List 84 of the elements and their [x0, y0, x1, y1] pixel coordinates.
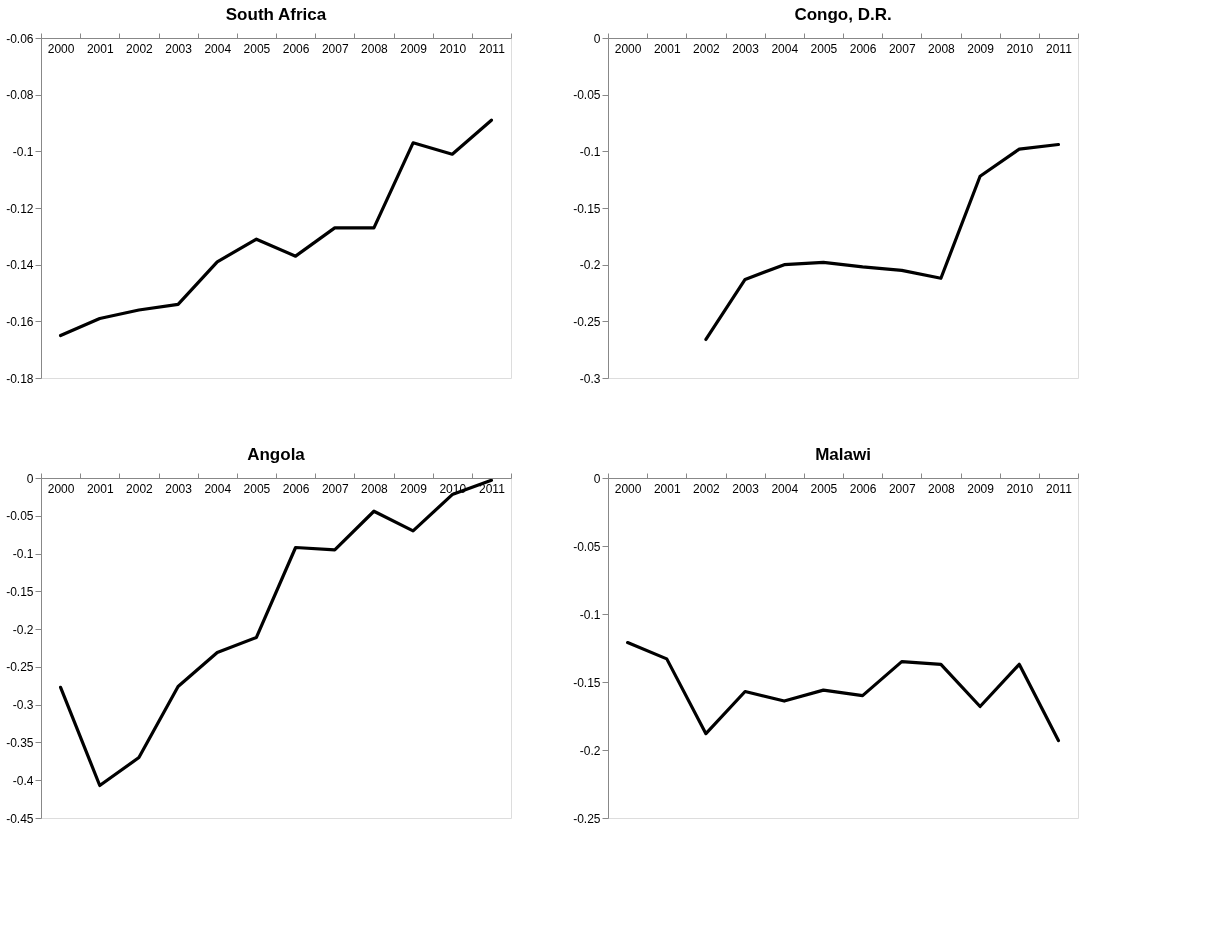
- x-tick-label: 2007: [321, 41, 349, 56]
- x-tick-label: 2005: [243, 481, 271, 496]
- chart-title: Congo, D.R.: [794, 5, 892, 24]
- x-tick-label: 2010: [1006, 481, 1034, 496]
- x-tick-label: 2009: [400, 41, 428, 56]
- x-tick-label: 2001: [86, 481, 114, 496]
- x-tick-label: 2006: [849, 481, 877, 496]
- y-tick-label: -0.3: [579, 371, 601, 386]
- x-tick-label: 2007: [888, 41, 916, 56]
- x-tick-label: 2009: [967, 481, 995, 496]
- x-tick-label: 2004: [771, 41, 799, 56]
- x-tick-label: 2009: [400, 481, 428, 496]
- y-tick-label: -0.15: [573, 201, 601, 216]
- x-tick-label: 2003: [165, 41, 193, 56]
- y-tick-label: -0.1: [12, 547, 34, 562]
- line-series: [625, 640, 1061, 743]
- x-tick-label: 2011: [1046, 41, 1073, 56]
- y-tick-label: -0.12: [6, 201, 34, 216]
- x-tick-label: 2005: [243, 41, 271, 56]
- y-tick-label: 0: [26, 471, 34, 486]
- y-tick-label: -0.4: [12, 773, 34, 788]
- line-series: [704, 142, 1061, 342]
- y-tick-label: -0.05: [573, 88, 601, 103]
- x-tick-label: 2011: [1046, 481, 1073, 496]
- x-tick-label: 2011: [479, 481, 506, 496]
- x-tick-label: 2010: [1006, 41, 1034, 56]
- x-tick-label: 2007: [888, 481, 916, 496]
- x-tick-label: 2006: [282, 481, 310, 496]
- y-tick-label: -0.05: [6, 509, 34, 524]
- x-tick-label: 2002: [693, 41, 721, 56]
- x-tick-label: 2010: [439, 41, 467, 56]
- y-tick-label: 0: [593, 31, 601, 46]
- x-tick-label: 2004: [204, 481, 232, 496]
- y-tick-label: -0.45: [6, 811, 34, 826]
- y-tick-label: 0: [593, 471, 601, 486]
- x-tick-label: 2001: [653, 481, 681, 496]
- x-tick-label: 2011: [479, 41, 506, 56]
- x-tick-label: 2008: [928, 481, 956, 496]
- y-tick-label: -0.06: [6, 31, 34, 46]
- x-tick-label: 2002: [126, 41, 154, 56]
- x-tick-label: 2004: [771, 481, 799, 496]
- x-tick-label: 2002: [693, 481, 721, 496]
- x-tick-label: 2001: [86, 41, 114, 56]
- x-tick-label: 2000: [614, 481, 642, 496]
- line-series: [58, 118, 494, 338]
- y-tick-label: -0.1: [579, 144, 601, 159]
- y-tick-label: -0.1: [579, 607, 601, 622]
- x-tick-label: 2003: [732, 481, 760, 496]
- x-tick-label: 2006: [282, 41, 310, 56]
- x-tick-label: 2008: [928, 41, 956, 56]
- x-tick-label: 2002: [126, 481, 154, 496]
- y-tick-label: -0.35: [6, 735, 34, 750]
- y-tick-label: -0.16: [6, 314, 34, 329]
- x-tick-label: 2007: [321, 481, 349, 496]
- x-tick-label: 2001: [653, 41, 681, 56]
- y-tick-label: -0.3: [12, 698, 34, 713]
- x-tick-label: 2006: [849, 41, 877, 56]
- y-tick-label: -0.18: [6, 371, 34, 386]
- y-tick-label: -0.25: [6, 660, 34, 675]
- y-tick-label: -0.25: [573, 314, 601, 329]
- y-tick-label: -0.14: [6, 258, 34, 273]
- y-tick-label: -0.25: [573, 811, 601, 826]
- x-tick-label: 2003: [732, 41, 760, 56]
- y-tick-label: -0.2: [579, 743, 601, 758]
- x-tick-label: 2000: [47, 41, 75, 56]
- x-tick-label: 2003: [165, 481, 193, 496]
- y-tick-label: -0.1: [12, 144, 34, 159]
- x-tick-label: 2009: [967, 41, 995, 56]
- chart-title: South Africa: [225, 5, 327, 24]
- y-tick-label: -0.2: [579, 258, 601, 273]
- chart-title: Malawi: [815, 445, 871, 464]
- x-tick-label: 2004: [204, 41, 232, 56]
- x-tick-label: 2008: [361, 41, 389, 56]
- chart-title: Angola: [247, 445, 306, 464]
- x-tick-label: 2000: [47, 481, 75, 496]
- y-tick-label: -0.05: [573, 539, 601, 554]
- y-tick-label: -0.2: [12, 622, 34, 637]
- y-tick-label: -0.08: [6, 88, 34, 103]
- x-tick-label: 2008: [361, 481, 389, 496]
- x-tick-label: 2005: [810, 41, 838, 56]
- x-tick-label: 2000: [614, 41, 642, 56]
- y-tick-label: -0.15: [6, 584, 34, 599]
- y-tick-label: -0.15: [573, 675, 601, 690]
- x-tick-label: 2005: [810, 481, 838, 496]
